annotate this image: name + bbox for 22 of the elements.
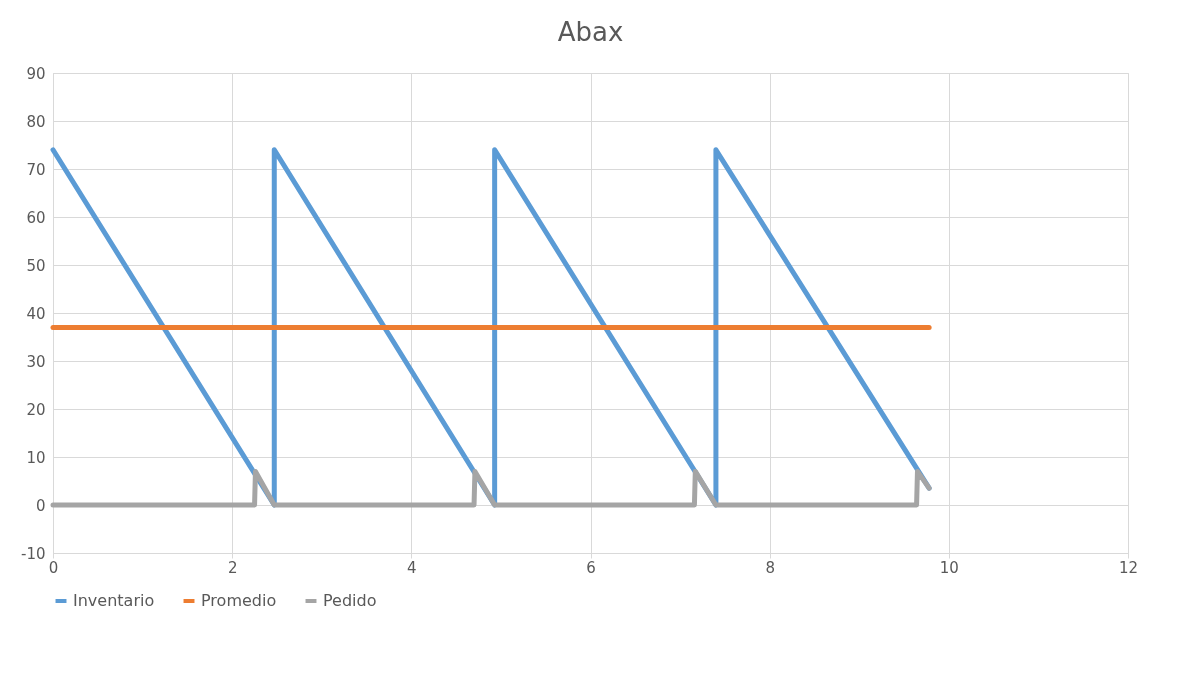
y-tick-label: 30 bbox=[26, 352, 46, 371]
y-tick-label: 60 bbox=[26, 208, 46, 227]
x-tick-label: 2 bbox=[227, 558, 238, 577]
legend-label: Inventario bbox=[73, 591, 155, 610]
y-tick-label: 70 bbox=[26, 160, 46, 179]
x-tick-label: 10 bbox=[939, 558, 959, 577]
legend-label: Pedido bbox=[323, 591, 377, 610]
x-tick-label: 0 bbox=[48, 558, 59, 577]
legend-label: Promedio bbox=[201, 591, 277, 610]
y-tick-label: 10 bbox=[26, 448, 46, 467]
y-tick-label: 80 bbox=[26, 112, 46, 131]
chart-title: Abax bbox=[557, 17, 624, 47]
y-tick-label: 40 bbox=[26, 304, 46, 323]
x-tick-label: 12 bbox=[1118, 558, 1139, 577]
y-tick-label: 0 bbox=[35, 496, 46, 515]
x-tick-label: 8 bbox=[765, 558, 775, 577]
y-tick-label: 50 bbox=[26, 256, 46, 275]
y-tick-label: 20 bbox=[26, 400, 46, 419]
y-tick-label: -10 bbox=[21, 544, 46, 563]
y-tick-label: 90 bbox=[26, 64, 46, 83]
x-tick-label: 6 bbox=[586, 558, 596, 577]
x-tick-label: 4 bbox=[407, 558, 417, 577]
